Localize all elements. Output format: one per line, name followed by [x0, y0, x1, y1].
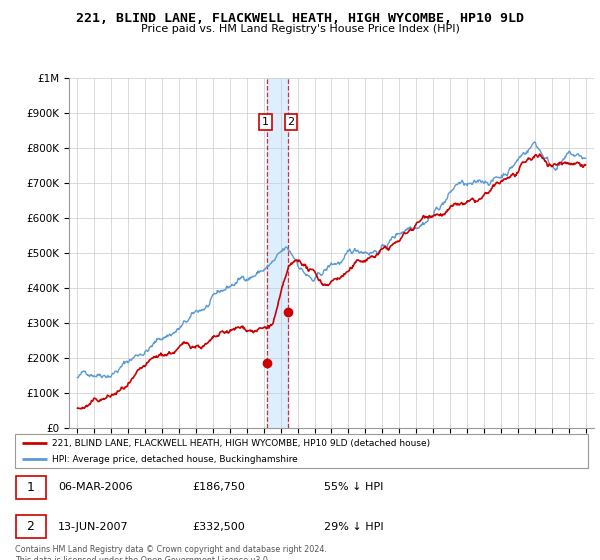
Text: 1: 1	[262, 117, 269, 127]
Text: HPI: Average price, detached house, Buckinghamshire: HPI: Average price, detached house, Buck…	[52, 455, 298, 464]
Text: Contains HM Land Registry data © Crown copyright and database right 2024.
This d: Contains HM Land Registry data © Crown c…	[15, 545, 327, 560]
Text: 2: 2	[26, 520, 34, 533]
Text: 2: 2	[287, 117, 295, 127]
FancyBboxPatch shape	[16, 515, 46, 538]
Text: £332,500: £332,500	[193, 522, 245, 531]
Text: £186,750: £186,750	[193, 482, 245, 492]
Bar	[266, 78, 289, 428]
Text: 29% ↓ HPI: 29% ↓ HPI	[325, 522, 384, 531]
FancyBboxPatch shape	[15, 434, 588, 468]
Text: 1: 1	[26, 481, 34, 494]
Text: Price paid vs. HM Land Registry's House Price Index (HPI): Price paid vs. HM Land Registry's House …	[140, 24, 460, 34]
FancyBboxPatch shape	[16, 476, 46, 499]
Text: 221, BLIND LANE, FLACKWELL HEATH, HIGH WYCOMBE, HP10 9LD (detached house): 221, BLIND LANE, FLACKWELL HEATH, HIGH W…	[52, 439, 430, 448]
Text: 55% ↓ HPI: 55% ↓ HPI	[325, 482, 384, 492]
Text: 221, BLIND LANE, FLACKWELL HEATH, HIGH WYCOMBE, HP10 9LD: 221, BLIND LANE, FLACKWELL HEATH, HIGH W…	[76, 12, 524, 25]
Text: 13-JUN-2007: 13-JUN-2007	[58, 522, 128, 531]
Text: 06-MAR-2006: 06-MAR-2006	[58, 482, 133, 492]
